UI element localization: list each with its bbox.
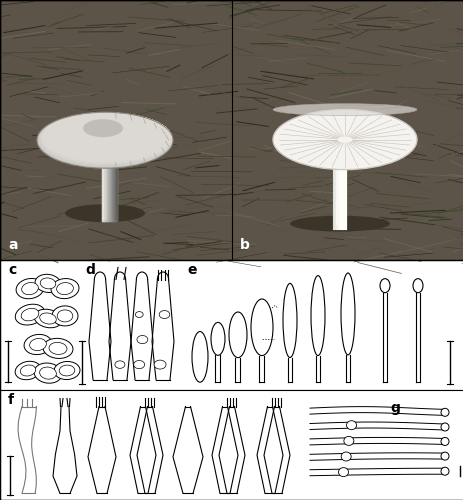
Ellipse shape — [52, 306, 78, 326]
Ellipse shape — [38, 112, 172, 166]
Ellipse shape — [211, 322, 225, 356]
Ellipse shape — [39, 112, 172, 166]
Ellipse shape — [38, 112, 172, 168]
Ellipse shape — [41, 112, 172, 164]
Ellipse shape — [310, 276, 324, 355]
Ellipse shape — [272, 104, 416, 116]
Ellipse shape — [20, 365, 36, 376]
Ellipse shape — [42, 112, 171, 163]
Ellipse shape — [15, 362, 41, 380]
Ellipse shape — [440, 467, 448, 475]
Bar — [0, 0, 463, 260]
Ellipse shape — [440, 423, 448, 431]
Ellipse shape — [40, 112, 172, 164]
Ellipse shape — [34, 309, 62, 328]
Ellipse shape — [51, 278, 79, 298]
Ellipse shape — [40, 112, 172, 165]
Bar — [300, 399, 458, 483]
Ellipse shape — [38, 112, 172, 167]
Ellipse shape — [159, 310, 169, 318]
Ellipse shape — [41, 112, 172, 164]
Ellipse shape — [133, 360, 144, 368]
Ellipse shape — [40, 112, 172, 164]
Ellipse shape — [137, 336, 148, 344]
Ellipse shape — [38, 112, 172, 167]
Ellipse shape — [272, 110, 416, 170]
Ellipse shape — [250, 299, 272, 356]
Bar — [0, 260, 463, 390]
Ellipse shape — [229, 312, 246, 358]
Ellipse shape — [39, 367, 56, 379]
Ellipse shape — [56, 282, 73, 294]
Ellipse shape — [54, 362, 80, 380]
Bar — [102, 148, 118, 221]
Text: f: f — [8, 393, 14, 407]
Ellipse shape — [49, 342, 67, 354]
Ellipse shape — [440, 408, 448, 416]
Ellipse shape — [39, 112, 172, 166]
Ellipse shape — [41, 112, 171, 163]
Ellipse shape — [43, 338, 73, 358]
Ellipse shape — [115, 361, 125, 368]
Ellipse shape — [22, 282, 38, 294]
Ellipse shape — [83, 119, 123, 137]
Ellipse shape — [37, 112, 173, 168]
Ellipse shape — [59, 365, 75, 376]
Ellipse shape — [282, 284, 296, 358]
Ellipse shape — [40, 112, 172, 164]
Ellipse shape — [440, 452, 448, 460]
Ellipse shape — [340, 452, 350, 461]
Text: c: c — [8, 263, 16, 277]
Ellipse shape — [39, 112, 172, 165]
Ellipse shape — [343, 436, 353, 446]
Ellipse shape — [340, 273, 354, 355]
Ellipse shape — [30, 338, 46, 350]
Ellipse shape — [24, 334, 52, 354]
Ellipse shape — [135, 312, 143, 318]
Ellipse shape — [40, 313, 56, 324]
Ellipse shape — [379, 278, 389, 292]
Ellipse shape — [39, 112, 172, 166]
Ellipse shape — [57, 310, 73, 322]
Text: a: a — [8, 238, 18, 252]
Text: b: b — [239, 238, 250, 252]
Text: e: e — [187, 263, 196, 277]
Ellipse shape — [21, 308, 39, 321]
Ellipse shape — [338, 468, 348, 476]
Ellipse shape — [35, 274, 61, 292]
Ellipse shape — [37, 112, 173, 168]
Ellipse shape — [41, 112, 172, 164]
Ellipse shape — [154, 360, 166, 369]
Bar — [0, 390, 463, 500]
Ellipse shape — [192, 332, 207, 382]
Ellipse shape — [38, 112, 172, 166]
Ellipse shape — [15, 304, 44, 325]
Ellipse shape — [38, 112, 172, 166]
Ellipse shape — [440, 438, 448, 446]
Ellipse shape — [289, 216, 389, 232]
Ellipse shape — [16, 278, 44, 298]
Ellipse shape — [42, 112, 171, 162]
Text: g: g — [389, 401, 399, 415]
Ellipse shape — [34, 363, 62, 383]
Ellipse shape — [40, 138, 169, 152]
Ellipse shape — [346, 420, 356, 430]
Ellipse shape — [65, 204, 144, 222]
Ellipse shape — [38, 112, 173, 168]
Ellipse shape — [40, 278, 56, 289]
Ellipse shape — [412, 278, 422, 292]
Text: d: d — [85, 263, 94, 277]
Ellipse shape — [42, 112, 171, 162]
Ellipse shape — [42, 112, 171, 162]
